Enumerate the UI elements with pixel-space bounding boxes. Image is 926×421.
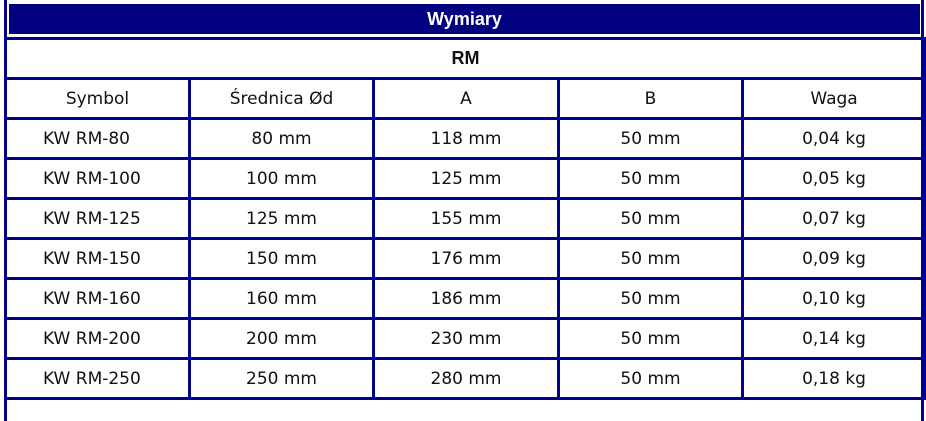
table-subtitle: RM: [3, 37, 926, 80]
table-cell: KW RM-150: [4, 237, 191, 280]
table-cell: 186 mm: [372, 277, 560, 320]
table-row: KW RM-125 125 mm 155 mm 50 mm 0,07 kg: [4, 197, 926, 240]
table-cell: 50 mm: [557, 197, 744, 240]
column-header: Średnica Ød: [188, 77, 375, 120]
table-cell: 50 mm: [557, 117, 744, 160]
table-cell: 0,18 kg: [740, 357, 926, 400]
table-cell: 155 mm: [372, 197, 560, 240]
table-cell: 125 mm: [188, 197, 375, 240]
table-cell: 80 mm: [188, 117, 375, 160]
dimensions-table: RM Symbol Średnica Ød A B Waga KW RM-80 8…: [3, 37, 926, 400]
table-cell: 0,07 kg: [740, 197, 926, 240]
table-cell: 100 mm: [188, 157, 375, 200]
table-row: KW RM-200 200 mm 230 mm 50 mm 0,14 kg: [4, 317, 926, 360]
table-cell: 118 mm: [372, 117, 560, 160]
column-header: A: [372, 77, 560, 120]
table-cell: 160 mm: [188, 277, 375, 320]
table-cell: 0,09 kg: [740, 237, 926, 280]
table-row: KW RM-100 100 mm 125 mm 50 mm 0,05 kg: [4, 157, 926, 200]
table-cell: 0,10 kg: [740, 277, 926, 320]
table-row: KW RM-150 150 mm 176 mm 50 mm 0,09 kg: [4, 237, 926, 280]
table-cell: 50 mm: [557, 277, 744, 320]
table-cell: 50 mm: [557, 157, 744, 200]
table-row: KW RM-160 160 mm 186 mm 50 mm 0,10 kg: [4, 277, 926, 320]
table-cell: 150 mm: [188, 237, 375, 280]
table-cell: 50 mm: [557, 317, 744, 360]
table-cell: 176 mm: [372, 237, 560, 280]
table-cell: KW RM-100: [4, 157, 191, 200]
header-row: Symbol Średnica Ød A B Waga: [4, 77, 926, 120]
table-cell: KW RM-250: [4, 357, 191, 400]
table-cell: 230 mm: [372, 317, 560, 360]
table-cell: 125 mm: [372, 157, 560, 200]
table-cell: 0,04 kg: [740, 117, 926, 160]
table-cell: 0,14 kg: [740, 317, 926, 360]
table-cell: KW RM-125: [4, 197, 191, 240]
table-cell: 50 mm: [557, 357, 744, 400]
subtitle-row: RM: [3, 37, 926, 80]
table-cell: 280 mm: [372, 357, 560, 400]
column-header: Waga: [740, 77, 926, 120]
column-header: B: [557, 77, 744, 120]
column-header: Symbol: [4, 77, 191, 120]
table-title: Wymiary: [9, 4, 920, 34]
table-cell: 50 mm: [557, 237, 744, 280]
table-cell: KW RM-80: [4, 117, 191, 160]
table-cell: KW RM-160: [4, 277, 191, 320]
table-cell: KW RM-200: [4, 317, 191, 360]
table-cell: 0,05 kg: [740, 157, 926, 200]
table-cell: 250 mm: [188, 357, 375, 400]
table-cell: 200 mm: [188, 317, 375, 360]
table-row: KW RM-80 80 mm 118 mm 50 mm 0,04 kg: [4, 117, 926, 160]
table-row: KW RM-250 250 mm 280 mm 50 mm 0,18 kg: [4, 357, 926, 400]
